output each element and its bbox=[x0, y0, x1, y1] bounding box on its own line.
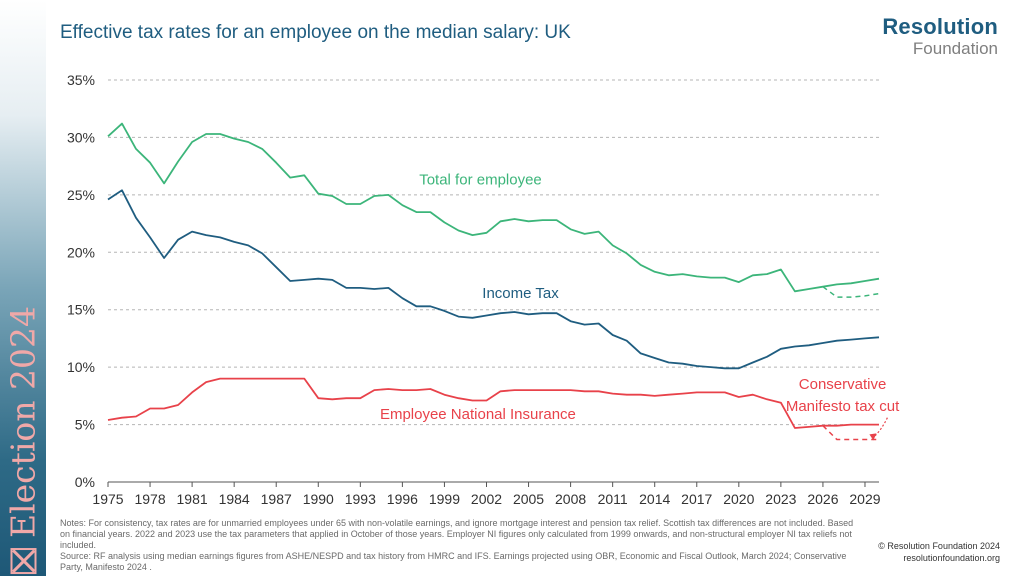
y-tick-label: 15% bbox=[67, 302, 95, 318]
x-tick-label: 1993 bbox=[345, 491, 376, 507]
logo-line-1: Resolution bbox=[882, 14, 998, 39]
x-tick-label: 1999 bbox=[429, 491, 460, 507]
annotation-income-tax-label: Income Tax bbox=[482, 285, 559, 302]
gridlines bbox=[108, 79, 879, 426]
source-text: Source: RF analysis using median earning… bbox=[60, 551, 847, 572]
x-tick-label: 1990 bbox=[303, 491, 334, 507]
website-line: resolutionfoundation.org bbox=[903, 553, 1000, 563]
projection-line bbox=[822, 425, 879, 441]
x-tick-label: 2017 bbox=[681, 491, 712, 507]
annotation-ni-label: Employee National Insurance bbox=[380, 406, 576, 423]
copyright: © Resolution Foundation 2024 resolutionf… bbox=[878, 540, 1000, 564]
y-tick-label: 0% bbox=[75, 474, 95, 490]
annotation-arrow-line bbox=[874, 417, 888, 437]
y-tick-label: 10% bbox=[67, 359, 95, 375]
x-tick-label: 2029 bbox=[849, 491, 880, 507]
series-lines bbox=[107, 122, 880, 441]
chart-notes: Notes: For consistency, tax rates are fo… bbox=[60, 518, 860, 573]
x-tick-label: 1975 bbox=[92, 491, 123, 507]
sidebar-banner: Election 2024 bbox=[0, 0, 46, 576]
chart-title: Effective tax rates for an employee on t… bbox=[60, 22, 571, 43]
notes-text: Notes: For consistency, tax rates are fo… bbox=[60, 518, 854, 550]
annotations: Total for employee Income Tax Employee Nat… bbox=[380, 172, 900, 441]
x-tick-label: 2023 bbox=[765, 491, 796, 507]
projection-line bbox=[822, 286, 880, 298]
x-tick-label: 2026 bbox=[807, 491, 838, 507]
line-chart: 0% 5% 10% 15% 20% 25% 30% 35% 1975 1978 1981 1984 19… bbox=[67, 72, 900, 507]
x-tick-label: 1996 bbox=[387, 491, 418, 507]
logo-line-2: Foundation bbox=[912, 39, 998, 58]
y-tick-label: 20% bbox=[67, 244, 95, 260]
x-tick-label: 1981 bbox=[177, 491, 208, 507]
axes: 0% 5% 10% 15% 20% 25% 30% 35% 1975 1978 1981 1984 19… bbox=[67, 72, 881, 507]
x-tick-label: 1984 bbox=[219, 491, 250, 507]
x-tick-label: 2020 bbox=[723, 491, 754, 507]
x-tick-label: 2008 bbox=[555, 491, 586, 507]
x-tick-label: 1987 bbox=[261, 491, 292, 507]
y-tick-label: 30% bbox=[67, 129, 95, 145]
x-tick-label: 2005 bbox=[513, 491, 544, 507]
annotation-manifesto-line2: Manifesto tax cut bbox=[786, 398, 900, 415]
resolution-foundation-logo: Resolution Foundation bbox=[882, 14, 998, 58]
annotation-total-label: Total for employee bbox=[419, 172, 542, 189]
series-line bbox=[107, 122, 880, 293]
series-line bbox=[107, 189, 880, 370]
ballot-box-x-icon bbox=[10, 548, 36, 575]
copyright-line: © Resolution Foundation 2024 bbox=[878, 541, 1000, 551]
series-line bbox=[107, 377, 879, 429]
x-tick-label: 1978 bbox=[134, 491, 165, 507]
x-tick-label: 2002 bbox=[471, 491, 502, 507]
annotation-manifesto-line1: Conservative bbox=[799, 376, 887, 393]
x-tick-label: 2014 bbox=[639, 491, 670, 507]
y-tick-label: 25% bbox=[67, 187, 95, 203]
x-tick-label: 2011 bbox=[598, 491, 628, 507]
y-tick-label: 35% bbox=[67, 72, 95, 88]
y-tick-label: 5% bbox=[75, 417, 95, 433]
annotation-arrow-head bbox=[869, 433, 877, 441]
